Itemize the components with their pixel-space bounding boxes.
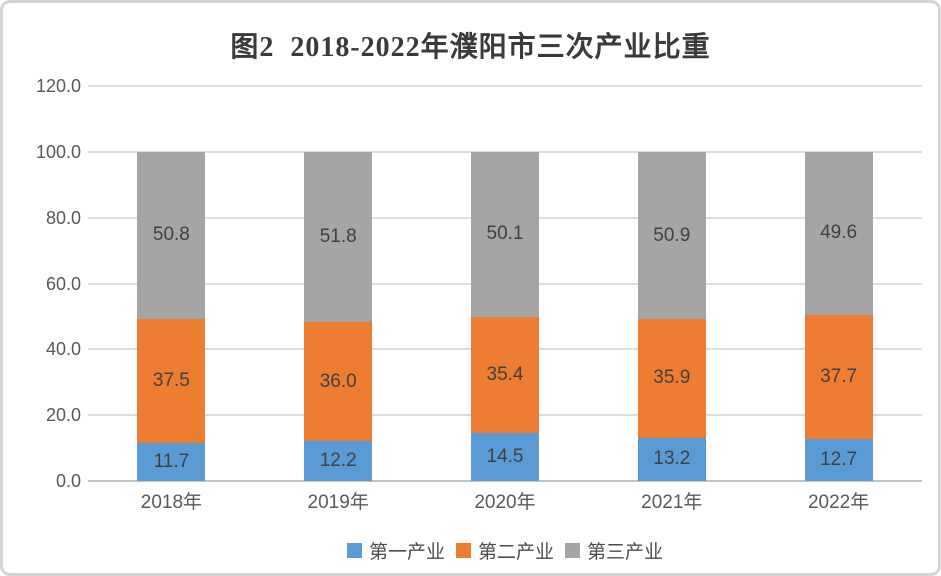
legend-item-series-2: 第二产业 bbox=[455, 537, 554, 564]
y-tick-label: 0.0 bbox=[55, 471, 81, 491]
bar-value-label: 50.8 bbox=[152, 224, 190, 246]
bar-segment-第三产业: 49.6 bbox=[804, 151, 873, 316]
bar-2022年: 12.7 37.7 49.6 bbox=[804, 86, 873, 481]
bar-segment-第一产业: 12.2 bbox=[304, 440, 373, 481]
bar-segment-第三产业: 50.8 bbox=[137, 151, 206, 320]
legend-label: 第二产业 bbox=[477, 542, 554, 563]
legend-label: 第一产业 bbox=[368, 542, 445, 563]
bar-2020年: 14.5 35.4 50.1 bbox=[471, 86, 539, 481]
y-tick-label: 20.0 bbox=[45, 405, 81, 426]
legend-swatch-primary-industry bbox=[346, 543, 362, 558]
bar-2018年: 11.7 37.5 50.8 bbox=[137, 86, 206, 481]
bar-segment-第二产业: 35.4 bbox=[471, 316, 539, 434]
bar-value-label: 11.7 bbox=[153, 450, 190, 472]
bar-value-label: 36.0 bbox=[319, 370, 357, 392]
x-axis-label: 2020年 bbox=[474, 492, 536, 513]
x-axis-label: 2022年 bbox=[807, 492, 870, 513]
legend-label: 第三产业 bbox=[587, 542, 664, 563]
bar-value-label: 35.4 bbox=[486, 364, 524, 386]
legend-swatch-tertiary-industry bbox=[565, 543, 580, 558]
bar-value-label: 50.9 bbox=[653, 224, 691, 246]
bar-segment-第一产业: 12.7 bbox=[804, 439, 873, 481]
chart-title: 图2 2018-2022年濮阳市三次产业比重 bbox=[230, 32, 711, 63]
bar-value-label: 14.5 bbox=[486, 446, 524, 468]
y-tick-label: 40.0 bbox=[45, 339, 81, 360]
bar-value-label: 51.8 bbox=[319, 226, 357, 248]
bar-value-label: 12.7 bbox=[820, 449, 858, 471]
legend-item-series-3: 第三产业 bbox=[565, 537, 663, 564]
x-axis-label: 2019年 bbox=[307, 492, 369, 513]
gridline bbox=[88, 85, 922, 87]
plot-area: 11.7 37.5 50.8 12.2 36.0 51.8 14.5 35.4 50.1 13.2… bbox=[88, 85, 922, 482]
bar-value-label: 49.6 bbox=[820, 222, 858, 244]
bar-value-label: 37.7 bbox=[820, 366, 858, 388]
bar-segment-第三产业: 50.1 bbox=[471, 151, 539, 317]
bar-segment-第一产业: 13.2 bbox=[637, 437, 706, 481]
y-tick-label: 60.0 bbox=[45, 273, 81, 294]
x-axis-label: 2018年 bbox=[140, 492, 203, 513]
bar-segment-第三产业: 50.9 bbox=[637, 151, 706, 320]
bar-value-label: 12.2 bbox=[319, 449, 357, 471]
bar-segment-第二产业: 35.9 bbox=[637, 319, 706, 438]
legend: 第一产业 第二产业 第三产业 bbox=[88, 537, 922, 564]
bar-segment-第一产业: 11.7 bbox=[137, 442, 206, 481]
bar-segment-第一产业: 14.5 bbox=[471, 433, 539, 481]
y-tick-label: 100.0 bbox=[35, 141, 81, 162]
x-axis-line bbox=[88, 480, 922, 482]
y-tick-label: 80.0 bbox=[45, 207, 81, 228]
legend-swatch-secondary-industry bbox=[455, 543, 471, 558]
bar-2021年: 13.2 35.9 50.9 bbox=[637, 86, 706, 481]
bar-segment-第三产业: 51.8 bbox=[304, 151, 373, 323]
x-axis-label: 2021年 bbox=[641, 492, 703, 513]
bar-2019年: 12.2 36.0 51.8 bbox=[304, 86, 373, 481]
bar-value-label: 13.2 bbox=[653, 448, 691, 470]
y-tick-label: 120.0 bbox=[35, 76, 81, 96]
bar-value-label: 37.5 bbox=[152, 369, 190, 391]
bar-segment-第二产业: 37.7 bbox=[804, 315, 873, 440]
bar-segment-第二产业: 36.0 bbox=[304, 322, 373, 441]
bar-segment-第二产业: 37.5 bbox=[137, 319, 206, 443]
bar-value-label: 35.9 bbox=[653, 367, 691, 389]
legend-item-series-1: 第一产业 bbox=[346, 537, 445, 564]
bar-value-label: 50.1 bbox=[486, 223, 524, 245]
